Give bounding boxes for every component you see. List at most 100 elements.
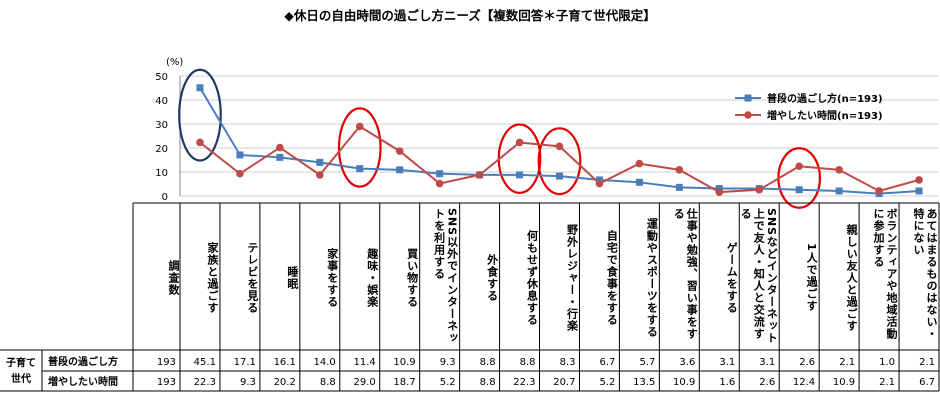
table-cell: 5.2 — [600, 377, 616, 388]
category-label: SNSなどインターネット上で友人・知人と交流する — [740, 208, 779, 345]
table-cell: 9.3 — [440, 357, 456, 368]
category-label: 自宅で食事をする — [605, 229, 619, 326]
y-tick-label: 30 — [155, 120, 168, 131]
data-point — [555, 142, 564, 151]
table-cell: 8.3 — [560, 357, 576, 368]
table-cell: 20.7 — [553, 377, 575, 388]
table-cell: 2.6 — [759, 377, 775, 388]
category-label: 買い物する — [405, 247, 419, 308]
data-point — [516, 171, 524, 179]
data-point — [515, 138, 524, 147]
category-label: ゲームをする — [725, 241, 739, 314]
series-markers — [196, 84, 923, 198]
table-cell: 2.1 — [879, 377, 895, 388]
data-point — [356, 165, 364, 173]
table-cell: 6.7 — [600, 357, 616, 368]
table-cell: 12.4 — [793, 377, 815, 388]
category-label: あてはまるものはない・特にない — [911, 208, 938, 340]
data-point — [795, 186, 803, 194]
table-cell: 2.6 — [799, 357, 815, 368]
data-point — [915, 187, 923, 195]
table-cell: 29.0 — [353, 377, 375, 388]
table-cell: 17.1 — [234, 357, 256, 368]
table-cell: 6.7 — [919, 377, 935, 388]
legend: 普段の過ごし方(n=193) 増やしたい時間(n=193) — [735, 92, 883, 122]
table-cell: 3.1 — [759, 357, 775, 368]
highlight-ellipse — [537, 127, 582, 196]
data-point — [276, 153, 284, 161]
row-group-label: 子育て — [6, 356, 36, 369]
y-tick-label: 50 — [155, 72, 168, 83]
category-label: 親しい友人と過ごす — [845, 223, 859, 332]
category-label: 仕事や勉強、習い事をする — [672, 208, 699, 340]
highlight-ellipse — [178, 68, 222, 162]
data-point — [236, 151, 244, 159]
category-label: 趣味・娯楽 — [365, 247, 379, 308]
table-cell: 1.6 — [719, 377, 735, 388]
table-cell: 8.8 — [320, 377, 336, 388]
data-point — [835, 166, 843, 174]
row-count: 193 — [157, 377, 176, 388]
data-point — [715, 188, 724, 196]
table-cell: 3.6 — [679, 357, 695, 368]
row-label: 普段の過ごし方 — [48, 355, 118, 368]
legend-marker — [744, 111, 752, 119]
category-label: 何もせず休息する — [525, 229, 539, 326]
table-cell: 45.1 — [194, 357, 216, 368]
table-cell: 10.9 — [393, 357, 415, 368]
table-cell: 10.9 — [673, 377, 695, 388]
data-point — [875, 187, 883, 195]
y-axis-unit: (%) — [166, 57, 183, 68]
category-label: ボランティアや地域活動に参加する — [872, 208, 899, 340]
table-cell: 18.7 — [393, 377, 415, 388]
table-cell: 5.7 — [639, 357, 655, 368]
y-tick-label: 40 — [155, 96, 168, 107]
legend-label: 普段の過ごし方(n=193) — [767, 92, 883, 105]
table-cell: 22.3 — [194, 377, 216, 388]
highlight-ellipses — [178, 68, 822, 209]
data-point — [635, 178, 643, 186]
data-point — [236, 169, 244, 178]
y-tick-label: 0 — [162, 192, 168, 203]
legend-label: 増やしたい時間(n=193) — [767, 109, 883, 122]
data-point — [475, 171, 484, 179]
table-cell: 10.9 — [833, 377, 855, 388]
data-point — [395, 147, 404, 155]
header-count-label: 調査数 — [167, 259, 180, 296]
data-point — [915, 176, 923, 184]
table-cell: 13.5 — [633, 377, 655, 388]
table-cell: 8.8 — [480, 377, 496, 388]
highlight-ellipse — [497, 123, 542, 194]
data-point — [556, 172, 563, 180]
category-label: テレビを見る — [245, 241, 259, 314]
data-point — [316, 171, 324, 179]
data-point — [835, 187, 843, 195]
data-point — [675, 166, 684, 174]
category-label: 野外レジャー・行楽 — [565, 223, 579, 332]
table-cell: 8.8 — [520, 357, 536, 368]
y-tick-label: 10 — [155, 168, 168, 179]
table-grid — [0, 202, 940, 392]
table-cell: 5.2 — [440, 377, 456, 388]
category-label: 家族と過ごす — [205, 241, 219, 314]
data-point — [435, 179, 444, 188]
table-cell: 8.8 — [480, 357, 496, 368]
data-point — [755, 185, 764, 194]
legend-marker — [744, 94, 752, 102]
table-cell: 1.0 — [879, 357, 895, 368]
data-point — [196, 138, 204, 147]
data-point — [595, 179, 604, 188]
table-cell: 9.3 — [240, 377, 256, 388]
y-tick-label: 20 — [155, 144, 168, 155]
data-point — [635, 159, 644, 168]
category-label: 1人で過ごす — [805, 243, 819, 312]
row-count: 193 — [157, 357, 176, 368]
data-point — [316, 158, 324, 166]
data-point — [436, 170, 444, 178]
row-label: 増やしたい時間 — [48, 375, 118, 388]
series-line — [199, 125, 920, 194]
table-cell: 14.0 — [314, 357, 336, 368]
data-point — [196, 84, 204, 92]
data-point — [675, 183, 683, 191]
table-cell: 22.3 — [513, 377, 535, 388]
